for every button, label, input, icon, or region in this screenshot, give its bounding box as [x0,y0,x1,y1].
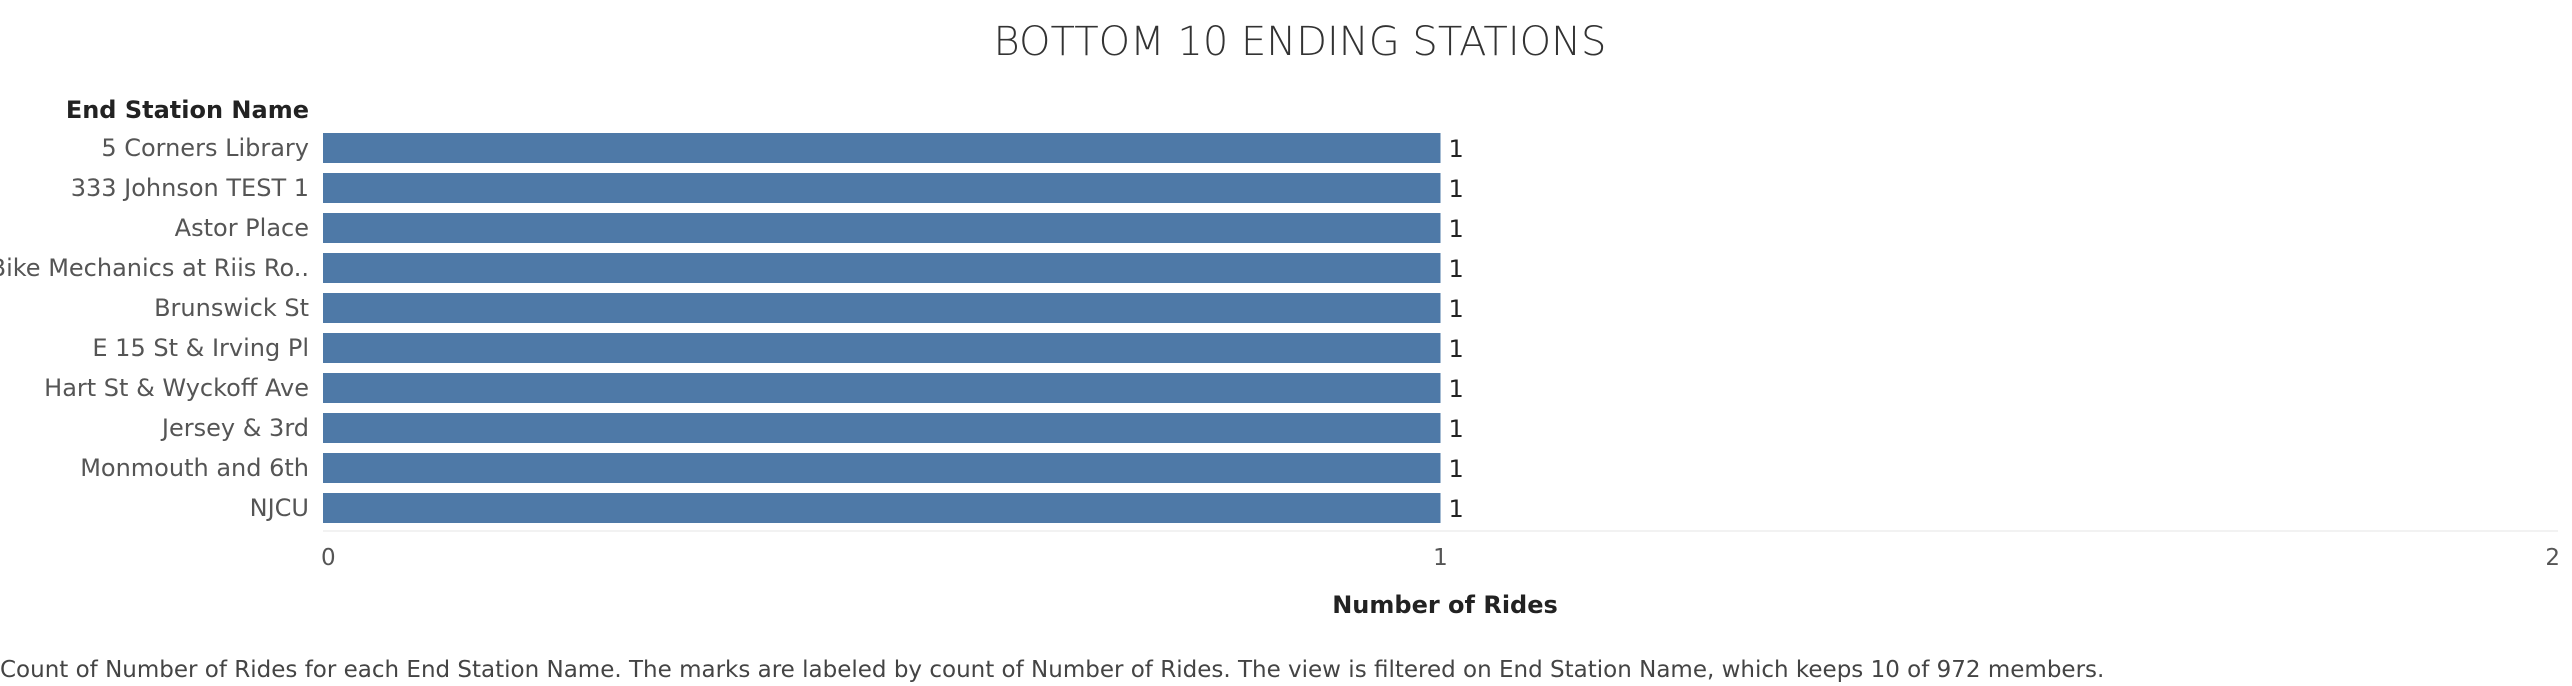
bar [323,293,1441,323]
bar [323,173,1441,203]
x-tick-label: 1 [1433,545,1448,571]
category-label: 333 Johnson TEST 1 [71,174,309,202]
bar [323,373,1441,403]
bar [323,453,1441,483]
bar [323,493,1441,523]
data-label: 1 [1449,215,1464,243]
x-tick-label: 2 [2545,545,2560,571]
bar [323,133,1441,163]
category-label: Brunswick St [154,294,309,322]
data-label: 1 [1449,255,1464,283]
category-label: Monmouth and 6th [80,454,309,482]
data-label: 1 [1449,415,1464,443]
category-label: Jersey & 3rd [160,414,309,442]
bar [323,213,1441,243]
category-label: 5 Corners Library [101,134,309,162]
data-label: 1 [1449,335,1464,363]
bar [323,253,1441,283]
caption: Count of Number of Rides for each End St… [0,657,2104,683]
category-label: E 15 St & Irving Pl [92,334,309,362]
category-label: Hart St & Wyckoff Ave [44,374,309,402]
row-header: End Station Name [66,96,309,124]
category-label: Astor Place [175,214,309,242]
chart-title: BOTTOM 10 ENDING STATIONS [994,19,1607,65]
data-label: 1 [1449,375,1464,403]
category-label: Bike Mechanics at Riis Ro.. [0,254,309,282]
bars-layer [323,133,1441,523]
data-label: 1 [1449,175,1464,203]
x-axis: 0 1 2 [321,530,2560,571]
data-label: 1 [1449,455,1464,483]
bar [323,333,1441,363]
x-axis-title: Number of Rides [1332,591,1558,619]
data-label: 1 [1449,295,1464,323]
bar [323,413,1441,443]
x-tick-label: 0 [321,545,336,571]
category-labels: 5 Corners Library 333 Johnson TEST 1 Astor… [0,134,309,522]
data-labels: 1 1 1 1 1 1 1 1 1 1 [1449,135,1464,523]
data-label: 1 [1449,135,1464,163]
data-label: 1 [1449,495,1464,523]
category-label: NJCU [250,494,309,522]
